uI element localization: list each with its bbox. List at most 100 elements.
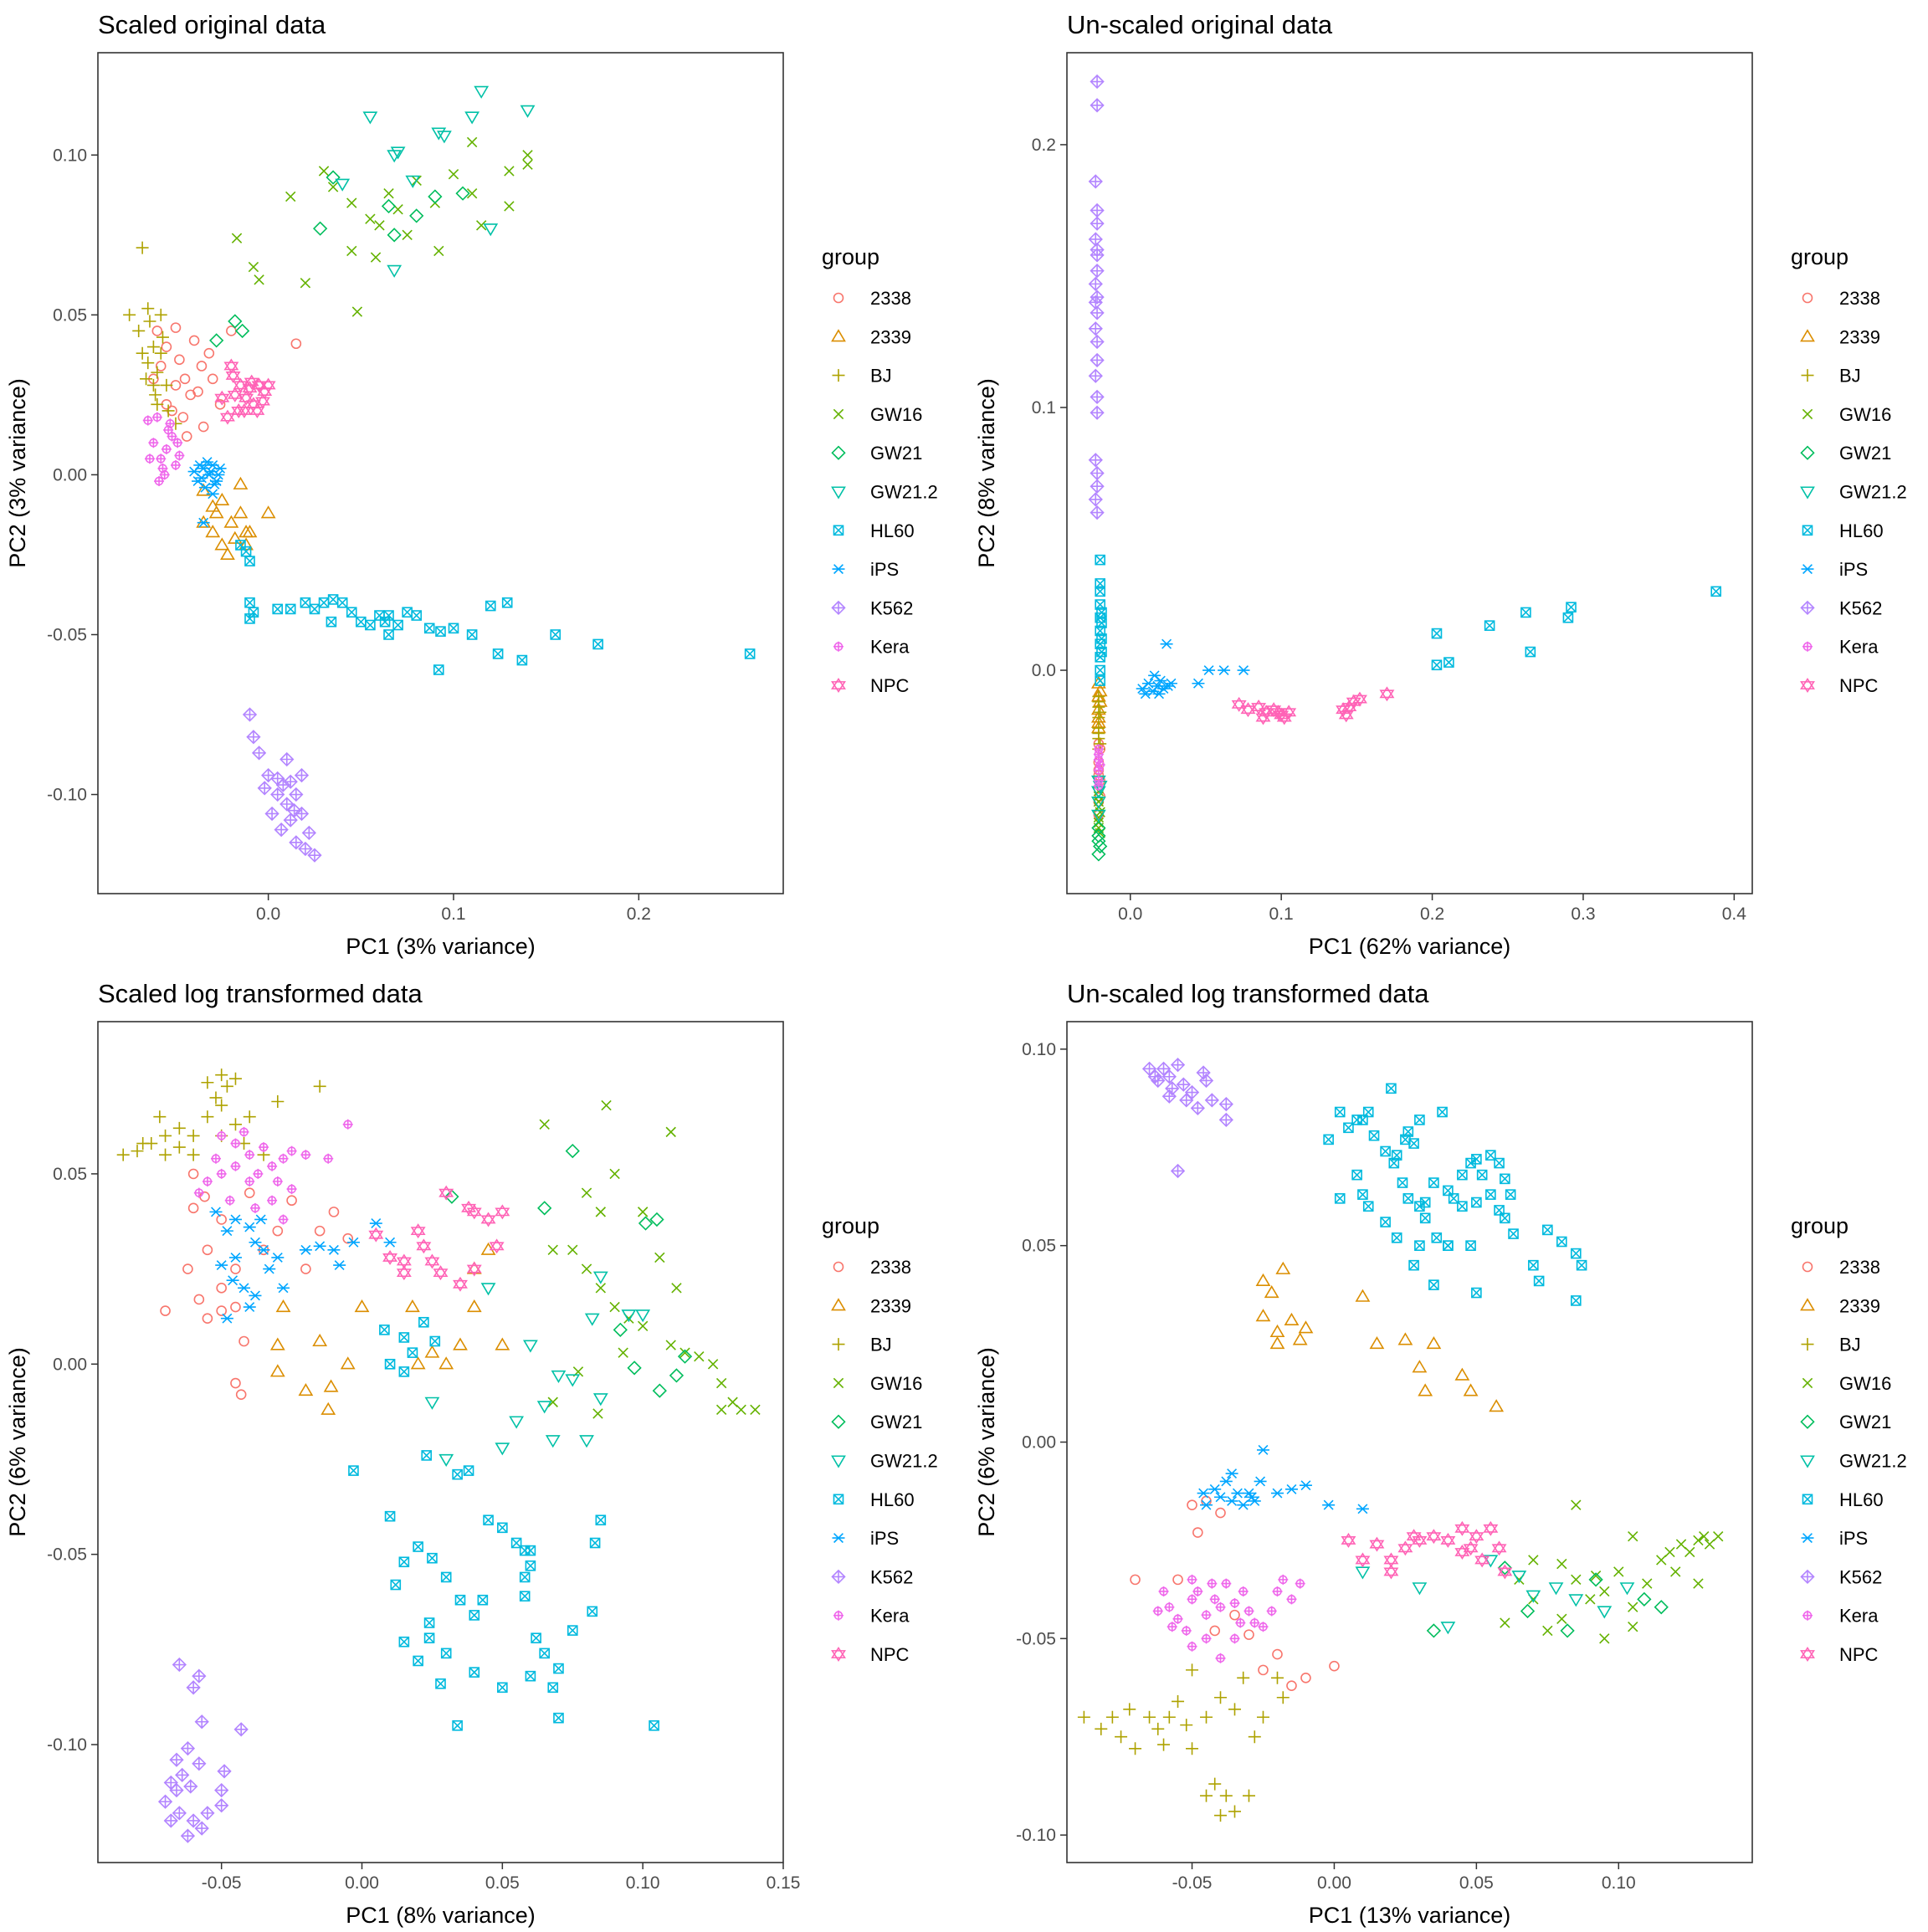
point-2339: [405, 1299, 420, 1313]
series-GW16: [231, 136, 533, 317]
point-2338: [272, 1225, 284, 1237]
point-Kera: [1093, 749, 1104, 760]
point-Kera: [1187, 1574, 1197, 1585]
point-GW16: [346, 197, 357, 208]
point-GW21: [235, 323, 250, 339]
point-Kera: [1238, 1586, 1249, 1596]
y-axis-label: PC2 (6% variance): [974, 1347, 999, 1537]
point-HL60: [423, 1632, 435, 1643]
point-K562: [283, 774, 298, 789]
point-NPC: [1397, 1540, 1413, 1556]
legend-item-Kera: Kera: [833, 637, 910, 658]
point-BJ: [159, 1148, 172, 1161]
point-BJ: [154, 346, 167, 360]
point-iPS: [1322, 1499, 1336, 1510]
legend-label: 2338: [1839, 288, 1880, 309]
point-GW21.2: [592, 1271, 608, 1284]
legend-label: GW21: [870, 1412, 922, 1432]
point-HL60: [1562, 612, 1574, 623]
y-axis-label: PC2 (6% variance): [5, 1347, 30, 1537]
point-BJ: [172, 1140, 186, 1154]
point-K562: [261, 767, 276, 783]
point-GW16: [595, 1207, 607, 1217]
point-GW16: [374, 220, 385, 231]
point-2339: [196, 483, 212, 496]
point-HL60: [318, 597, 330, 608]
point-NPC: [1412, 1532, 1428, 1548]
point-HL60: [1465, 1157, 1476, 1169]
point-HL60: [1431, 628, 1443, 639]
point-BJ: [136, 346, 149, 360]
point-GW21: [1560, 1623, 1575, 1638]
point-HL60: [1457, 1201, 1468, 1212]
point-NPC: [1483, 1520, 1499, 1536]
point-HL60: [1571, 1295, 1582, 1306]
chart-title: Un-scaled log transformed data: [1067, 979, 1429, 1008]
legend-item-GW16: GW16: [1802, 1373, 1891, 1394]
point-K562: [301, 825, 316, 841]
legend-key-GW16: [833, 408, 844, 420]
point-HL60: [477, 1594, 489, 1606]
point-iPS: [254, 1214, 268, 1225]
legend-item-GW21: GW21: [831, 1412, 922, 1432]
point-2339: [320, 1402, 336, 1415]
point-HL60: [1465, 1240, 1476, 1251]
point-GW21: [1520, 1603, 1536, 1619]
point-2338: [230, 1301, 241, 1313]
legend-item-BJ: BJ: [1801, 366, 1861, 387]
point-BJ: [228, 1118, 242, 1131]
point-NPC: [495, 1204, 510, 1220]
point-iPS: [215, 1260, 228, 1271]
point-Kera: [156, 454, 167, 464]
point-iPS: [249, 1290, 262, 1301]
point-BJ: [1228, 1703, 1242, 1716]
point-iPS: [1208, 1484, 1222, 1494]
point-Kera: [151, 412, 162, 423]
point-Kera: [174, 450, 185, 461]
point-K562: [214, 1798, 229, 1813]
legend-key-iPS: [832, 564, 845, 575]
point-HL60: [1096, 607, 1107, 618]
legend-label: Kera: [1839, 637, 1879, 658]
point-K562: [169, 1782, 184, 1798]
point-GW16: [466, 136, 478, 148]
point-Kera: [161, 443, 172, 454]
point-BJ: [215, 1068, 228, 1082]
point-Kera: [1249, 1617, 1260, 1628]
legend-item-GW21: GW21: [1800, 443, 1891, 464]
point-HL60: [1386, 1083, 1397, 1094]
legend-item-BJ: BJ: [832, 366, 892, 387]
point-Kera: [286, 1145, 297, 1156]
x-tick-label: 0.00: [1317, 1873, 1351, 1893]
point-HL60: [553, 1712, 564, 1724]
point-GW21: [409, 208, 424, 223]
legend-title: group: [822, 1213, 879, 1238]
legend-label: HL60: [1839, 520, 1884, 541]
point-HL60: [418, 1316, 429, 1328]
legend-label: NPC: [870, 675, 910, 696]
point-GW21.2: [390, 146, 406, 160]
point-2338: [188, 335, 200, 346]
legend-item-K562: K562: [831, 1566, 913, 1587]
point-K562: [1161, 1069, 1177, 1084]
point-GW21.2: [1597, 1606, 1613, 1619]
y-tick-label: 0.05: [53, 1165, 87, 1184]
point-BJ: [1151, 1722, 1165, 1735]
point-iPS: [1225, 1495, 1238, 1506]
series-2339: [196, 476, 276, 560]
point-HL60: [567, 1625, 578, 1636]
point-HL60: [595, 1514, 607, 1526]
legend-key-GW21: [1800, 1414, 1815, 1429]
point-2338: [290, 338, 302, 350]
legend-key-NPC: [1800, 1647, 1815, 1662]
point-2339: [1369, 1336, 1385, 1350]
legend-key-GW21: [831, 445, 846, 460]
point-BJ: [172, 1121, 186, 1135]
point-2339: [233, 476, 249, 489]
point-2339: [453, 1337, 468, 1350]
point-iPS: [1164, 678, 1177, 689]
point-HL60: [510, 1537, 522, 1549]
point-NPC: [1497, 1564, 1513, 1580]
point-HL60: [300, 597, 311, 608]
point-K562: [257, 781, 272, 796]
